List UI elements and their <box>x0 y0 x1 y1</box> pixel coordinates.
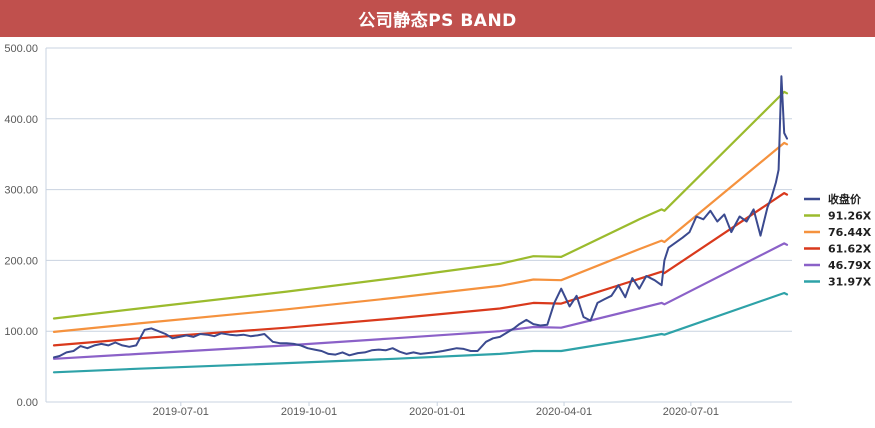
x-tick-label: 2020-01-01 <box>409 406 465 418</box>
y-tick-label: 300.00 <box>4 185 38 197</box>
series-line-76.44X <box>52 141 789 333</box>
legend: 收盘价 91.26X 76.44X 61.62X 46.79X 31.97X <box>804 192 872 289</box>
chart-title: 公司静态PS BAND <box>358 11 517 31</box>
y-tick-label: 500.00 <box>4 43 38 55</box>
series-line-61.62X <box>52 192 789 347</box>
grid-lines <box>46 47 792 403</box>
series-line-91.26X <box>52 90 789 320</box>
series-lines <box>52 75 789 374</box>
x-tick-label: 2020-04-01 <box>536 406 592 418</box>
legend-label: 61.62X <box>828 243 872 256</box>
y-tick-label: 100.00 <box>4 326 38 338</box>
legend-label: 31.97X <box>828 276 872 289</box>
y-axis: 0.00 100.00 200.00 300.00 400.00 500.00 <box>4 43 38 409</box>
chart-title-bar: 公司静态PS BAND <box>0 0 875 37</box>
y-tick-label: 400.00 <box>4 114 38 126</box>
x-axis: 2019-07-01 2019-10-01 2020-01-01 2020-04-01… <box>153 402 719 418</box>
legend-label: 91.26X <box>828 210 872 223</box>
series-line-收盘价 <box>53 75 788 359</box>
x-tick-label: 2019-07-01 <box>153 406 209 418</box>
series-line-46.79X <box>52 242 789 360</box>
series-line-31.97X <box>52 291 789 374</box>
y-tick-label: 0.00 <box>17 397 38 409</box>
y-tick-label: 200.00 <box>4 255 38 267</box>
legend-label: 76.44X <box>828 226 872 239</box>
legend-label: 46.79X <box>828 259 872 272</box>
legend-label: 收盘价 <box>828 192 862 206</box>
x-tick-label: 2019-10-01 <box>281 406 337 418</box>
x-tick-label: 2020-07-01 <box>663 406 719 418</box>
